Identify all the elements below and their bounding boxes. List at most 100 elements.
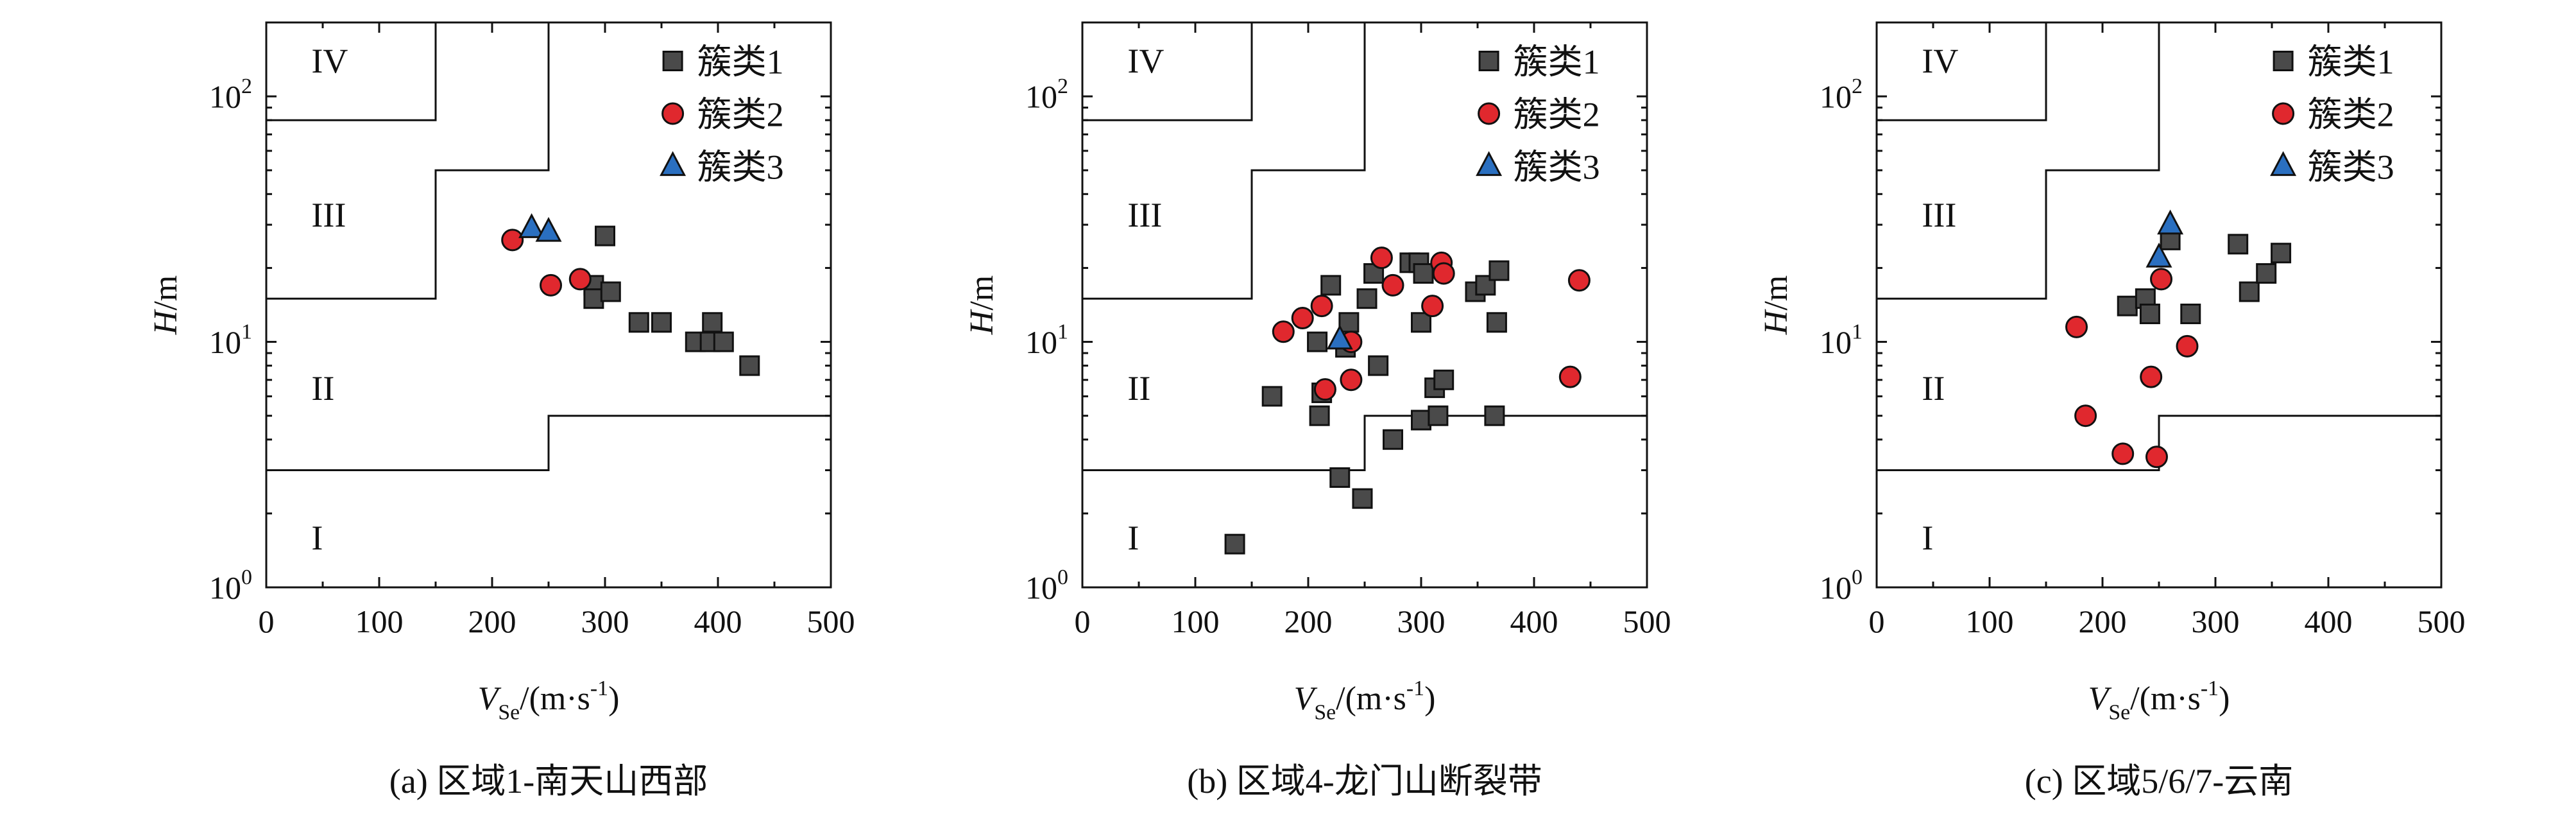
data-point-square: [713, 331, 734, 352]
site-class-boundary-3: [1877, 22, 2047, 121]
data-point-circle: [1432, 262, 1455, 285]
y-tick-label: 101: [1820, 320, 1863, 361]
legend-label: 簇类2: [1514, 95, 1600, 134]
data-point-square: [1356, 288, 1378, 309]
legend-marker-triangle: [660, 151, 687, 177]
data-point-square: [1309, 405, 1330, 426]
site-class-label: II: [1127, 369, 1150, 408]
data-point-circle: [540, 273, 563, 297]
data-point-square: [1338, 312, 1360, 333]
data-point-square: [1368, 355, 1389, 376]
data-point-square: [1428, 405, 1449, 426]
legend-label: 簇类2: [697, 95, 784, 134]
x-axis-label: VSe/(m·s-1): [2088, 677, 2230, 724]
panel-caption: (c) 区域5/6/7-云南: [2025, 762, 2293, 800]
x-tick-label: 500: [2418, 603, 2466, 639]
legend-marker-triangle: [2270, 151, 2297, 177]
data-point-square: [702, 312, 723, 333]
site-class-label: III: [1922, 196, 1956, 234]
data-point-circle: [1340, 368, 1363, 392]
legend-marker-square: [2273, 51, 2294, 71]
legend-label: 簇类2: [2308, 95, 2394, 134]
data-point-square: [651, 312, 672, 333]
data-point-square: [1488, 260, 1510, 281]
data-point-circle: [501, 229, 524, 252]
data-point-square: [1433, 369, 1454, 390]
data-point-square: [1352, 488, 1373, 509]
legend-marker-circle: [1478, 102, 1501, 125]
data-point-square: [1329, 467, 1351, 488]
y-tick-label: 101: [1025, 320, 1068, 361]
site-class-label: I: [1922, 519, 1933, 557]
site-class-boundary-1: [1877, 415, 2441, 471]
data-point-circle: [2145, 445, 2168, 469]
y-tick-label: 102: [1820, 74, 1863, 115]
x-tick-label: 0: [1075, 603, 1091, 639]
data-point-circle: [1567, 269, 1591, 292]
site-class-label: IV: [311, 42, 348, 80]
data-point-circle: [2065, 315, 2088, 338]
y-tick-label: 102: [1025, 74, 1068, 115]
legend-label: 簇类1: [1514, 42, 1600, 81]
data-point-circle: [2140, 365, 2163, 388]
x-tick-label: 300: [581, 603, 629, 639]
data-point-triangle: [2157, 209, 2184, 235]
data-point-square: [1486, 312, 1507, 333]
x-tick-label: 100: [1172, 603, 1220, 639]
legend-marker-circle: [2272, 102, 2295, 125]
y-tick-label: 101: [209, 320, 252, 361]
data-point-circle: [2074, 404, 2097, 428]
site-class-boundary-1: [1082, 415, 1647, 471]
data-point-circle: [1313, 378, 1336, 401]
x-tick-label: 0: [259, 603, 275, 639]
site-class-label: I: [1127, 519, 1139, 557]
x-tick-label: 300: [2192, 603, 2240, 639]
data-point-square: [600, 281, 621, 302]
site-class-label: IV: [1127, 42, 1164, 80]
x-tick-label: 400: [2305, 603, 2353, 639]
legend-marker-square: [662, 51, 683, 71]
data-point-triangle: [2145, 243, 2172, 268]
x-tick-label: 0: [1869, 603, 1885, 639]
site-class-label: IV: [1922, 42, 1958, 80]
x-tick-label: 500: [807, 603, 855, 639]
data-point-square: [2271, 243, 2292, 264]
x-tick-label: 100: [355, 603, 404, 639]
data-point-square: [595, 225, 615, 246]
y-tick-label: 100: [1025, 566, 1068, 606]
site-class-boundary-1: [266, 415, 831, 471]
data-point-circle: [568, 268, 592, 291]
site-class-boundary-3: [266, 22, 437, 121]
x-tick-label: 400: [1510, 603, 1558, 639]
data-point-square: [1307, 331, 1328, 352]
data-point-square: [2117, 295, 2138, 316]
data-point-circle: [1558, 365, 1582, 388]
site-class-boundary-2: [1877, 22, 2160, 300]
y-axis-label: H/m: [964, 275, 1000, 335]
data-point-circle: [2150, 268, 2173, 291]
legend-label: 簇类3: [1514, 148, 1600, 186]
data-point-triangle: [535, 216, 562, 242]
data-point-square: [1411, 312, 1431, 333]
legend-label: 簇类1: [2308, 42, 2394, 81]
data-point-triangle: [518, 213, 545, 238]
data-point-square: [739, 355, 760, 376]
x-tick-label: 500: [1623, 603, 1671, 639]
data-point-circle: [1381, 273, 1404, 297]
data-point-triangle: [1326, 324, 1353, 350]
x-tick-label: 400: [694, 603, 742, 639]
legend-marker-circle: [661, 102, 685, 125]
y-tick-label: 100: [1820, 566, 1863, 606]
x-tick-label: 200: [2079, 603, 2127, 639]
y-axis-label: H/m: [148, 275, 184, 335]
data-point-square: [2239, 281, 2260, 302]
site-class-label: II: [311, 369, 334, 408]
data-point-circle: [1310, 295, 1333, 318]
data-point-circle: [1291, 307, 1314, 330]
x-tick-label: 100: [1966, 603, 2014, 639]
data-point-square: [1383, 429, 1403, 450]
